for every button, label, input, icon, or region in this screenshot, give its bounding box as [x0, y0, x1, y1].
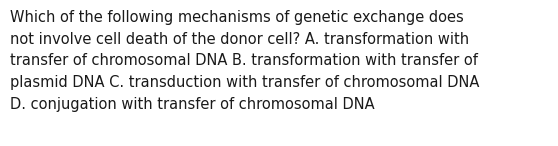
Text: Which of the following mechanisms of genetic exchange does
not involve cell deat: Which of the following mechanisms of gen…: [10, 10, 479, 112]
